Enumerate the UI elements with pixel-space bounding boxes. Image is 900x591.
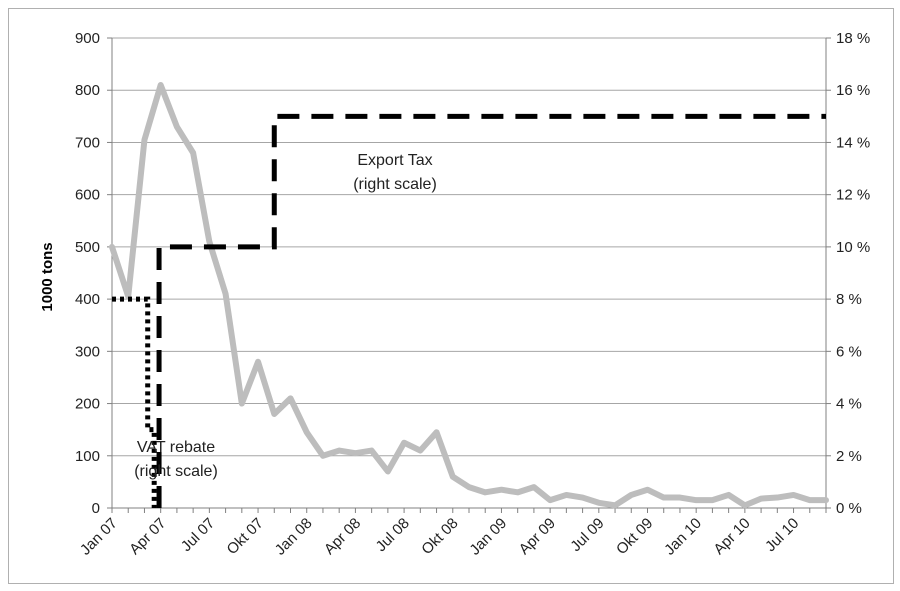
y-left-tick-label: 300 (75, 343, 100, 360)
x-tick-label: Jul 08 (373, 515, 413, 555)
y-axis-label: 1000 tons (39, 242, 56, 311)
x-tick-label: Jan 09 (466, 515, 510, 559)
x-tick-label: Okt 07 (224, 515, 267, 558)
y-left-tick-label: 100 (75, 448, 100, 465)
y-right-tick-label: 4 % (836, 396, 862, 413)
y-right-tick-label: 14 % (836, 134, 870, 151)
y-left-tick-label: 700 (75, 134, 100, 151)
x-tick-label: Apr 09 (516, 515, 559, 558)
y-axis-left: 0 100 200 300 400 500 600 700 800 900 (75, 30, 113, 517)
x-tick-label: Okt 09 (613, 515, 656, 558)
y-right-tick-label: 12 % (836, 187, 870, 204)
y-left-tick-label: 500 (75, 239, 100, 256)
y-right-tick-label: 2 % (836, 448, 862, 465)
annotation-dashed-line-1: (right scale) (353, 176, 437, 193)
x-tick-label: Jan 07 (77, 515, 121, 559)
annotation-dashed-line-0: Export Tax (357, 152, 432, 169)
y-left-tick-label: 600 (75, 187, 100, 204)
y-right-tick-label: 6 % (836, 343, 862, 360)
x-tick-label: Okt 08 (418, 515, 461, 558)
y-left-tick-label: 400 (75, 291, 100, 308)
y-right-tick-label: 18 % (836, 30, 870, 47)
y-right-tick-label: 0 % (836, 500, 862, 517)
y-left-tick-label: 200 (75, 396, 100, 413)
x-tick-label: Apr 10 (710, 515, 753, 558)
grid-lines (112, 37, 826, 509)
y-left-tick-label: 800 (75, 82, 100, 99)
annotation-dotted-line-0: VAT rebate (137, 439, 215, 456)
annotation-dotted-line-1: (right scale) (134, 463, 218, 480)
series-line-solid (109, 82, 829, 509)
x-tick-label: Jan 08 (272, 515, 316, 559)
x-tick-label: Jul 09 (567, 515, 607, 555)
chart-frame (8, 8, 894, 584)
y-axis-right: 0 % 2 % 4 % 6 % 8 % 10 % 12 % 14 % 16 % 18 % (825, 30, 870, 517)
series-layer (109, 82, 829, 509)
x-tick-label: Jan 10 (661, 515, 705, 559)
x-axis: Jan 07 Apr 07 Jul 07 Okt 07 Jan 08 Apr 08 Jul … (77, 508, 827, 559)
y-right-tick-label: 16 % (836, 82, 870, 99)
annotations: Export Tax (right scale) VAT rebate (right … (134, 152, 437, 480)
x-tick-label: Jul 07 (178, 515, 218, 555)
x-tick-label: Jul 10 (762, 515, 802, 555)
series-line-dashed (156, 113, 826, 508)
y-right-tick-label: 10 % (836, 239, 870, 256)
x-tick-label: Apr 07 (126, 515, 169, 558)
y-left-tick-label: 0 (92, 500, 100, 517)
y-right-tick-label: 8 % (836, 291, 862, 308)
x-tick-label: Apr 08 (321, 515, 364, 558)
y-left-tick-label: 900 (75, 30, 100, 47)
